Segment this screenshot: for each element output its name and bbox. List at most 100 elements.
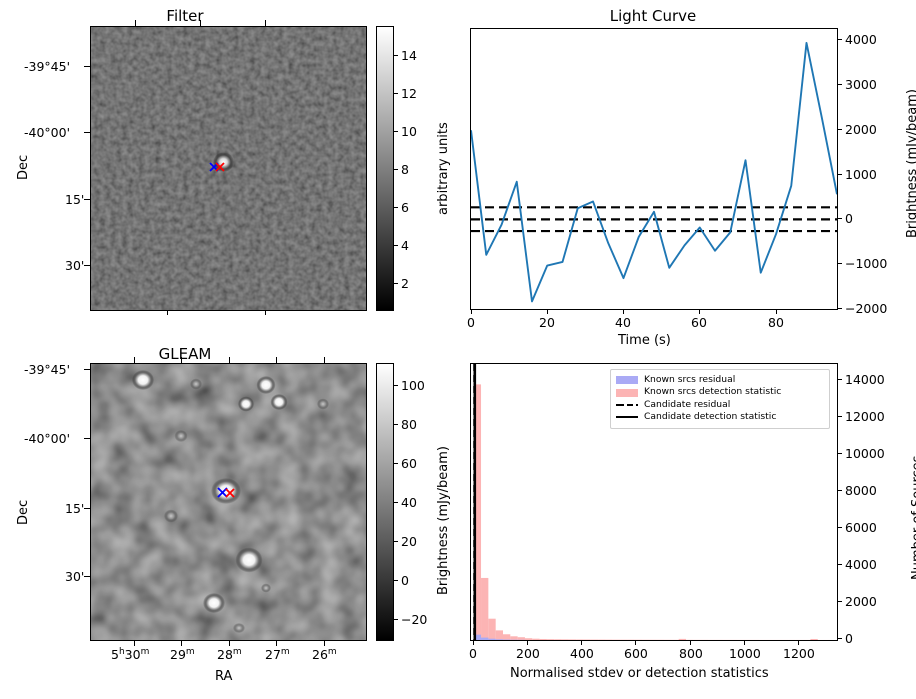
histogram-bar [517, 637, 525, 640]
gleam-cbar-tick [393, 580, 398, 581]
hist-xtick-mark [581, 640, 582, 645]
hist-xtick-mark [744, 640, 745, 645]
hist-xtick-0: 0 [469, 646, 477, 661]
filter-cbar-tick [393, 283, 398, 284]
filter-ytick-mark [84, 132, 90, 133]
legend-item-known-srcs-detstat: Known srcs detection statistic [616, 386, 823, 398]
gleam-xtick-mark [276, 357, 277, 363]
light-curve-xlabel: Time (s) [618, 333, 671, 348]
lc-xtick-mark [471, 309, 472, 314]
lc-ytick-4000: 4000 [845, 32, 877, 47]
gleam-xtick-mark [324, 357, 325, 363]
histogram-svg [473, 364, 833, 640]
histogram-bar [568, 639, 577, 640]
histogram-bar [524, 638, 533, 640]
gleam-cbar-label--20: −20 [401, 612, 428, 627]
filter-xtick-mark [200, 20, 201, 26]
lc-xtick-20: 20 [539, 315, 555, 330]
gleam-xtick-1: 29m [170, 647, 195, 663]
filter-xtick-mark [167, 309, 168, 315]
lc-ytick-mark [837, 218, 842, 219]
hist-ytick-0: 0 [845, 631, 853, 646]
panel-gleam: GLEAM Dec -39°45' -40°00' 15' 30' [0, 345, 458, 699]
histogram-bar [488, 618, 496, 640]
panel-filter: Filter Dec -39°45' -40°00' 15' 30' [0, 0, 458, 350]
lc-ytick--2000: −2000 [845, 301, 888, 316]
hist-xtick-800: 800 [679, 646, 703, 661]
gleam-ytick-mark [84, 369, 90, 370]
gleam-ytick-mark [84, 438, 90, 439]
filter-ytick-0: -39°45' [24, 59, 71, 74]
lc-ytick-0: 0 [845, 211, 853, 226]
filter-cbar-tick [393, 169, 398, 170]
filter-ytick-mark [84, 265, 90, 266]
gleam-cbar-tick [393, 619, 398, 620]
gleam-ytick-2: 15' [65, 501, 85, 516]
gleam-raster [91, 364, 366, 640]
histogram-bar [539, 638, 547, 640]
hist-ytick-14000: 14000 [845, 372, 885, 387]
hist-xtick-400: 400 [570, 646, 594, 661]
gleam-cbar-label-20: 20 [401, 534, 417, 549]
gleam-xtick-mark-b [134, 640, 135, 646]
histogram-bar [810, 638, 818, 640]
gleam-ytick-0: -39°45' [24, 362, 71, 377]
gleam-title: GLEAM [158, 345, 212, 363]
filter-cbar-tick [393, 207, 398, 208]
hist-ytick-mark [837, 416, 842, 417]
filter-noise-raster [91, 27, 366, 310]
filter-ytick-mark [84, 199, 90, 200]
filter-colorbar [376, 26, 394, 311]
filter-source-markers [209, 162, 225, 172]
light-curve-plot-area [470, 28, 838, 310]
hist-ytick-mark [837, 564, 842, 565]
panel-light-curve: Light Curve 0 20 40 60 80 Time (s) −2000… [458, 0, 916, 350]
hist-ytick-mark [837, 379, 842, 380]
legend-label-known-srcs-residual: Known srcs residual [644, 374, 736, 385]
legend-swatch-detstat [616, 388, 638, 397]
gleam-ytick-3: 30' [65, 569, 85, 584]
filter-cbar-tick [393, 245, 398, 246]
filter-ytick-2: 15' [65, 192, 85, 207]
lc-ytick-mark [837, 84, 842, 85]
gleam-xtick-mark [229, 357, 230, 363]
filter-ytick-mark [84, 66, 90, 67]
hist-ytick-8000: 8000 [845, 483, 877, 498]
histogram-series-residual [473, 634, 525, 640]
lc-ytick-mark [837, 129, 842, 130]
hist-xtick-600: 600 [624, 646, 648, 661]
red-cross-icon [215, 162, 225, 172]
hist-ytick-10000: 10000 [845, 446, 885, 461]
hist-ytick-mark [837, 527, 842, 528]
histogram-bar [546, 639, 555, 640]
filter-cbar-tick [393, 131, 398, 132]
lc-xtick-40: 40 [615, 315, 631, 330]
gleam-cbar-label-60: 60 [401, 456, 417, 471]
lc-xtick-0: 0 [467, 315, 475, 330]
filter-cbar-label-6: 6 [401, 200, 409, 215]
gleam-cbar-label-100: 100 [401, 378, 425, 393]
filter-xtick-mark [265, 20, 266, 26]
legend-item-candidate-detstat: Candidate detection statistic [616, 411, 823, 423]
gleam-ytick-mark [84, 508, 90, 509]
lc-xtick-mark [699, 309, 700, 314]
histogram-bar [561, 639, 569, 640]
filter-title: Filter [166, 7, 204, 25]
legend-label-known-srcs-detstat: Known srcs detection statistic [644, 386, 782, 398]
gleam-cbar-label-80: 80 [401, 417, 417, 432]
histogram-legend: Known srcs residual Known srcs detection… [610, 369, 830, 429]
histogram-ylabel: Number of Sources [910, 455, 916, 580]
lc-ytick--1000: −1000 [845, 256, 888, 271]
light-curve-series-line [471, 41, 837, 303]
histogram-bar [481, 577, 489, 640]
filter-ytick-1: -40°00' [24, 125, 71, 140]
hist-xtick-mark [527, 640, 528, 645]
filter-cbar-label-10: 10 [401, 124, 417, 139]
filter-cbar-tick [393, 55, 398, 56]
legend-swatch-residual [616, 376, 638, 385]
lc-ytick-mark [837, 263, 842, 264]
gleam-cbar-tick [393, 463, 398, 464]
gleam-image [90, 363, 367, 641]
lc-ytick-mark [837, 174, 842, 175]
